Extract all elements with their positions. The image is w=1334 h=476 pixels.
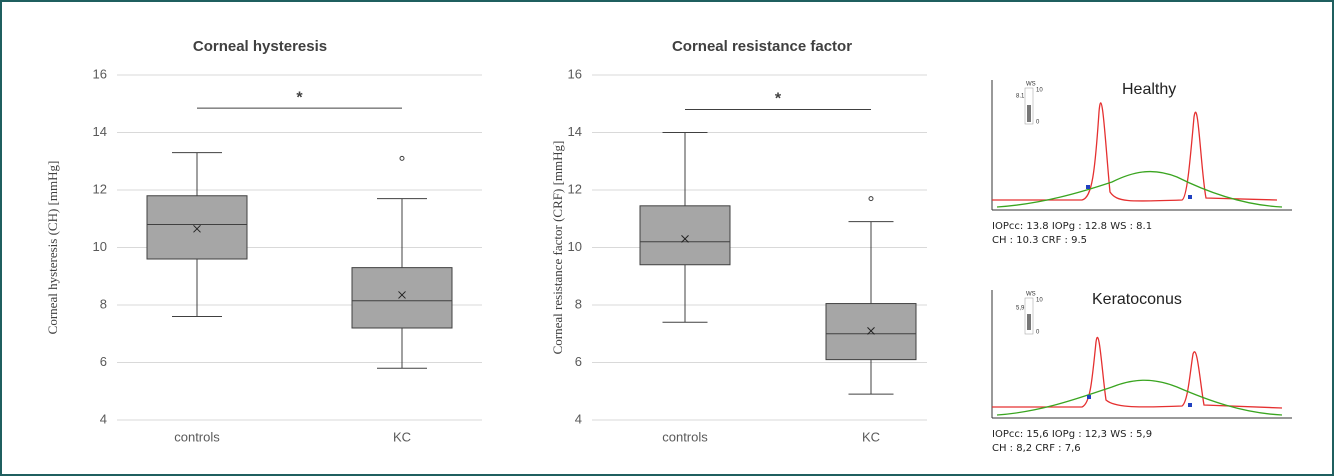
chart-title: Corneal resistance factor — [672, 38, 852, 55]
y-tick-label: 4 — [575, 411, 582, 426]
y-tick-label: 10 — [568, 239, 582, 254]
readout: CH : 10.3 CRF : 9.5 — [992, 235, 1087, 246]
readout: IOPcc: 13.8 IOPg : 12.8 WS : 8.1 — [992, 221, 1152, 232]
box-body — [640, 206, 730, 265]
y-axis-label: Corneal hysteresis (CH) [mmHg] — [45, 161, 60, 335]
x-tick-label: controls — [662, 429, 708, 444]
y-tick-label: 6 — [100, 354, 107, 369]
gauge-max: 10 — [1036, 88, 1043, 94]
y-tick-label: 14 — [568, 124, 582, 139]
y-tick-label: 14 — [93, 124, 107, 139]
waveform-panel: WS 10 5,9 0 Keratoconus IOPcc: 15,6 IOPg… — [992, 290, 1292, 454]
marker — [1188, 195, 1192, 199]
applanation-curve — [997, 172, 1282, 207]
pressure-curve — [992, 103, 1277, 201]
x-tick-label: KC — [862, 429, 880, 444]
gauge-bar — [1027, 105, 1031, 122]
significance-label: * — [775, 91, 782, 108]
significance-label: * — [296, 89, 303, 106]
box — [352, 156, 452, 368]
gauge-min: 0 — [1036, 120, 1040, 126]
chart-title: Corneal hysteresis — [193, 38, 327, 55]
gauge-max: 10 — [1036, 298, 1043, 304]
gauge-label: WS — [1026, 292, 1036, 298]
pressure-curve — [992, 337, 1282, 408]
box — [147, 153, 247, 317]
y-tick-label: 12 — [93, 181, 107, 196]
panel-title: Keratoconus — [1092, 291, 1182, 308]
marker — [1087, 395, 1091, 399]
box — [640, 133, 730, 323]
y-tick-label: 8 — [575, 296, 582, 311]
gauge-bar — [1027, 314, 1031, 330]
chart: WS 10 8.1 0 Healthy IOPcc: 13.8 IOPg : 1… — [2, 2, 1332, 474]
marker — [1188, 403, 1192, 407]
gauge-value: 5,9 — [1016, 306, 1025, 312]
marker — [1086, 185, 1090, 189]
readout: IOPcc: 15,6 IOPg : 12,3 WS : 5,9 — [992, 429, 1152, 440]
outlier — [869, 197, 873, 201]
y-tick-label: 16 — [93, 66, 107, 81]
readout: CH : 8,2 CRF : 7,6 — [992, 443, 1081, 454]
y-tick-label: 10 — [93, 239, 107, 254]
y-tick-label: 6 — [575, 354, 582, 369]
y-tick-label: 4 — [100, 411, 107, 426]
outlier — [400, 156, 404, 160]
waveform-panel: WS 10 8.1 0 Healthy IOPcc: 13.8 IOPg : 1… — [992, 80, 1292, 246]
gauge-label: WS — [1026, 82, 1036, 88]
box — [826, 197, 916, 395]
box-body — [826, 304, 916, 360]
gauge-value: 8.1 — [1016, 94, 1025, 100]
y-tick-label: 8 — [100, 296, 107, 311]
y-tick-label: 12 — [568, 181, 582, 196]
x-tick-label: controls — [174, 429, 220, 444]
box-body — [352, 268, 452, 328]
panel-title: Healthy — [1122, 81, 1176, 98]
applanation-curve — [997, 380, 1282, 415]
figure: WS 10 8.1 0 Healthy IOPcc: 13.8 IOPg : 1… — [0, 0, 1334, 476]
gauge-min: 0 — [1036, 330, 1040, 336]
x-tick-label: KC — [393, 429, 411, 444]
y-tick-label: 16 — [568, 66, 582, 81]
box-body — [147, 196, 247, 259]
y-axis-label: Corneal resistance factor (CRF) [mmHg] — [550, 141, 565, 355]
